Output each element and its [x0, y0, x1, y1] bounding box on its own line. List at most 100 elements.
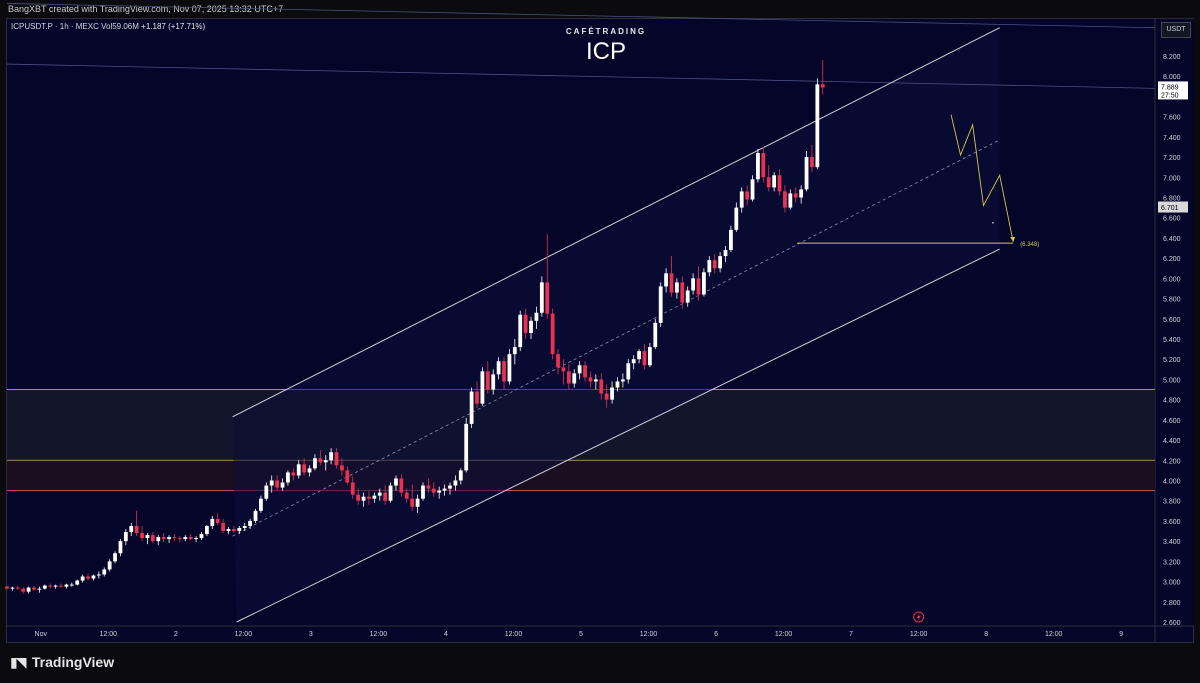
currency-button[interactable]: USDT [1161, 22, 1191, 38]
candle [529, 316, 533, 339]
candle-body [372, 495, 377, 499]
candle [491, 369, 496, 395]
price-tick-label: 5.600 [1163, 317, 1181, 324]
candle [334, 448, 339, 469]
candle [610, 381, 614, 404]
candle [642, 344, 647, 370]
candle-body [5, 586, 9, 589]
candle-body [86, 576, 90, 579]
tradingview-logo[interactable]: ▮◥ TradingView [10, 654, 114, 671]
price-tick-label: 6.600 [1163, 216, 1181, 223]
candle [199, 532, 204, 541]
candle-body [259, 498, 263, 511]
candle [323, 455, 328, 471]
candle [204, 524, 209, 537]
candle-body [610, 387, 614, 400]
candle [534, 306, 539, 329]
time-tick-label: 12:00 [910, 631, 928, 638]
candle-body [793, 193, 798, 198]
candle-body [788, 193, 793, 208]
candle [799, 185, 804, 204]
time-tick-label: 7 [849, 631, 853, 638]
candle-body [783, 191, 787, 208]
candle [653, 318, 658, 350]
time-tick-label: 12:00 [235, 631, 253, 638]
price-tick-label: 4.000 [1163, 479, 1181, 486]
candle [275, 475, 280, 491]
candle-body [134, 525, 139, 534]
candle-body [91, 575, 96, 579]
candle-body [404, 492, 409, 499]
candle-body [26, 587, 31, 592]
candle-body [275, 480, 280, 488]
candle [5, 585, 9, 590]
candle-body [204, 525, 209, 535]
candle [129, 522, 134, 537]
candle-body [37, 588, 42, 590]
candle-body [237, 528, 242, 532]
candle [512, 339, 517, 365]
candle-body [664, 273, 668, 287]
time-tick-label: 12:00 [640, 631, 658, 638]
candle-body [167, 537, 171, 540]
candle [556, 349, 560, 375]
projection-path [950, 114, 1014, 243]
candle-body [221, 522, 225, 532]
candle [539, 276, 544, 317]
candle [577, 361, 582, 380]
price-tick-label: 5.200 [1163, 357, 1181, 364]
header-credit: BangXBT created with TradingView.com, No… [0, 0, 1200, 18]
last-price-box [1158, 201, 1188, 213]
candle-body [280, 482, 285, 488]
candle-body [626, 363, 631, 380]
candle [356, 488, 361, 505]
candle [15, 585, 20, 590]
candle [69, 582, 74, 587]
candle-body [615, 381, 620, 388]
candle-body [383, 492, 388, 501]
candle [626, 359, 631, 384]
price-tick-label: 3.400 [1163, 539, 1181, 546]
candle [345, 466, 350, 485]
candle-body [226, 529, 231, 532]
candle [480, 367, 485, 406]
candle-body [264, 485, 269, 499]
candle [226, 526, 231, 535]
candle [453, 475, 458, 491]
candle-body [356, 494, 361, 501]
candle-body [453, 480, 458, 486]
candle-body [248, 520, 252, 526]
candle [599, 373, 604, 400]
candle-body [253, 510, 258, 521]
symbol-legend: ICPUSDT.P · 1h · MEXC Vol59.06M +1.187 (… [11, 22, 205, 31]
time-tick-label: 12:00 [100, 631, 118, 638]
candle [588, 371, 593, 388]
time-tick-label: 4 [444, 631, 448, 638]
candle [140, 525, 144, 542]
candle [631, 355, 636, 370]
candle [280, 478, 285, 491]
candle [32, 585, 36, 591]
candle [702, 268, 706, 297]
candle [696, 266, 701, 301]
lightning-icon-glyph [916, 613, 921, 621]
candle-body [53, 585, 58, 587]
candle [415, 494, 420, 513]
candle [685, 286, 690, 307]
candle-body [669, 273, 674, 293]
candle-body [718, 256, 723, 269]
candle-body [113, 553, 117, 562]
candle [669, 256, 674, 297]
candle-body [388, 485, 393, 501]
candle-body [210, 518, 215, 526]
time-tick-label: 12:00 [505, 631, 523, 638]
candle [350, 476, 355, 499]
candle [550, 308, 555, 360]
price-tick-label: 5.800 [1163, 297, 1181, 304]
candle-body [194, 538, 198, 540]
candle-body [804, 157, 809, 190]
candle [215, 512, 220, 525]
candle [156, 535, 161, 546]
candle [583, 361, 587, 382]
